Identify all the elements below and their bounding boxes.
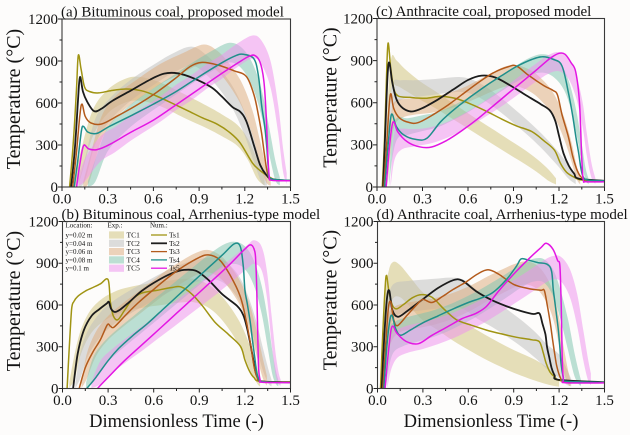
svg-text:0.9: 0.9 (190, 393, 209, 409)
svg-text:1200: 1200 (29, 214, 59, 230)
svg-text:0.6: 0.6 (459, 393, 478, 409)
svg-text:1200: 1200 (28, 12, 58, 28)
svg-text:Exp.:: Exp.: (108, 222, 123, 230)
svg-text:(b) Bituminous coal, Arrhenius: (b) Bituminous coal, Arrhenius-type mode… (62, 207, 321, 223)
svg-text:0.9: 0.9 (190, 192, 209, 208)
svg-text:(a) Bituminous coal, proposed: (a) Bituminous coal, proposed model (61, 5, 284, 21)
svg-text:0.3: 0.3 (413, 192, 432, 208)
svg-text:1.2: 1.2 (550, 393, 569, 409)
svg-text:1200: 1200 (343, 11, 373, 27)
svg-text:0: 0 (51, 381, 59, 397)
svg-text:600: 600 (36, 96, 59, 112)
svg-text:900: 900 (36, 54, 59, 70)
svg-text:Ts2: Ts2 (169, 239, 180, 248)
svg-text:y=0.1 m: y=0.1 m (66, 265, 90, 273)
svg-text:300: 300 (351, 138, 374, 154)
svg-text:TC5: TC5 (127, 264, 141, 273)
svg-text:TC4: TC4 (127, 255, 141, 264)
svg-text:y=0.06 m: y=0.06 m (66, 248, 93, 256)
svg-text:600: 600 (36, 298, 59, 314)
svg-text:Ts3: Ts3 (169, 247, 180, 256)
svg-text:Temperature (°C): Temperature (°C) (320, 230, 342, 370)
svg-text:1.5: 1.5 (281, 192, 300, 208)
svg-text:1.5: 1.5 (281, 393, 300, 409)
svg-text:0.0: 0.0 (368, 393, 387, 409)
svg-text:0.3: 0.3 (98, 192, 117, 208)
svg-text:Dimensionless Time (-): Dimensionless Time (-) (89, 412, 264, 432)
svg-text:TC1: TC1 (127, 231, 141, 240)
svg-text:y=0.04 m: y=0.04 m (66, 240, 93, 248)
svg-text:Ts1: Ts1 (169, 231, 180, 240)
svg-text:Temperature (°C): Temperature (°C) (3, 29, 25, 169)
svg-text:1.5: 1.5 (595, 192, 614, 208)
svg-text:900: 900 (36, 256, 59, 272)
svg-text:0.0: 0.0 (368, 192, 387, 208)
svg-text:(d) Anthracite coal, Arrhenius: (d) Anthracite coal, Arrhenius-type mode… (377, 207, 628, 223)
svg-text:0: 0 (51, 180, 59, 196)
svg-text:0.0: 0.0 (53, 192, 72, 208)
svg-text:Ts5: Ts5 (169, 264, 180, 273)
svg-text:300: 300 (36, 138, 59, 154)
svg-text:Dimensionless Time (-): Dimensionless Time (-) (404, 412, 579, 432)
svg-text:0.6: 0.6 (144, 192, 163, 208)
svg-text:0.9: 0.9 (504, 393, 523, 409)
svg-text:1.5: 1.5 (595, 393, 614, 409)
svg-text:600: 600 (351, 298, 374, 314)
svg-text:Location:: Location: (66, 222, 93, 230)
svg-text:900: 900 (351, 53, 374, 69)
svg-text:1.2: 1.2 (235, 192, 254, 208)
svg-text:300: 300 (36, 340, 59, 356)
svg-text:0: 0 (366, 381, 374, 397)
svg-text:0.3: 0.3 (414, 393, 433, 409)
svg-text:1200: 1200 (344, 214, 374, 230)
svg-text:TC3: TC3 (127, 247, 141, 256)
svg-text:0.6: 0.6 (144, 393, 163, 409)
svg-text:Temperature (°C): Temperature (°C) (3, 231, 25, 371)
svg-text:600: 600 (351, 96, 374, 112)
svg-text:300: 300 (351, 340, 374, 356)
svg-text:0.3: 0.3 (99, 393, 118, 409)
svg-text:(c) Anthracite coal, proposed: (c) Anthracite coal, proposed model (376, 4, 591, 20)
svg-text:0.9: 0.9 (504, 192, 523, 208)
svg-text:1.2: 1.2 (550, 192, 569, 208)
svg-text:Ts4: Ts4 (169, 255, 180, 264)
svg-text:TC2: TC2 (127, 239, 141, 248)
svg-text:900: 900 (351, 256, 374, 272)
svg-text:0.0: 0.0 (53, 393, 72, 409)
svg-text:1.2: 1.2 (236, 393, 255, 409)
svg-text:y=0.02 m: y=0.02 m (66, 232, 93, 240)
svg-text:Temperature (°C): Temperature (°C) (320, 27, 342, 167)
svg-text:0: 0 (366, 180, 374, 196)
svg-text:Num.:: Num.: (150, 222, 168, 230)
svg-text:y=0.08 m: y=0.08 m (66, 256, 93, 264)
svg-text:0.6: 0.6 (459, 192, 478, 208)
